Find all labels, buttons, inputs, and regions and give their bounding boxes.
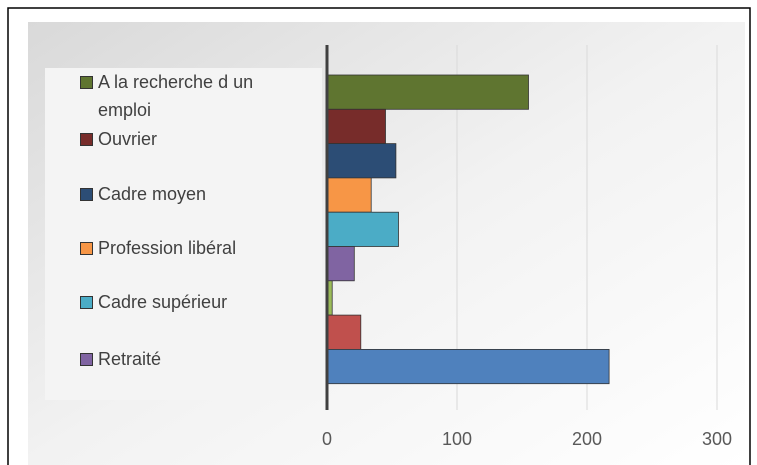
bar [326, 246, 355, 282]
legend-label: Cadre supérieur [98, 292, 228, 312]
x-tick-label: 100 [442, 429, 472, 449]
bar [326, 143, 397, 179]
legend-swatch [80, 133, 93, 146]
bar [326, 177, 372, 213]
legend-swatch [80, 188, 93, 201]
legend-swatch [80, 353, 93, 366]
legend-entry: A la recherche d un emploi [80, 68, 298, 124]
legend-entry: Ouvrier [80, 125, 298, 153]
x-tick-label: 0 [322, 429, 332, 449]
legend-swatch [80, 242, 93, 255]
bar [326, 348, 610, 385]
legend: A la recherche d un emploi Ouvrier Cadre m… [45, 68, 322, 400]
legend-label: Cadre moyen [98, 184, 207, 204]
legend-entry: Cadre moyen [80, 180, 298, 208]
legend-label: Retraité [98, 349, 162, 369]
legend-label: Profession libéral [98, 238, 237, 258]
legend-label: A la recherche d un emploi [98, 72, 254, 120]
legend-swatch [80, 296, 93, 309]
x-tick-label: 300 [702, 429, 732, 449]
bar [326, 211, 399, 247]
legend-entry: Retraité [80, 345, 298, 373]
legend-entry: Cadre supérieur [80, 288, 298, 316]
x-tick-label: 200 [572, 429, 602, 449]
legend-swatch [80, 76, 93, 89]
legend-entry: Profession libéral [80, 234, 298, 262]
bar [326, 108, 386, 145]
bar [326, 314, 362, 350]
bar [326, 74, 529, 110]
legend-label: Ouvrier [98, 129, 158, 149]
